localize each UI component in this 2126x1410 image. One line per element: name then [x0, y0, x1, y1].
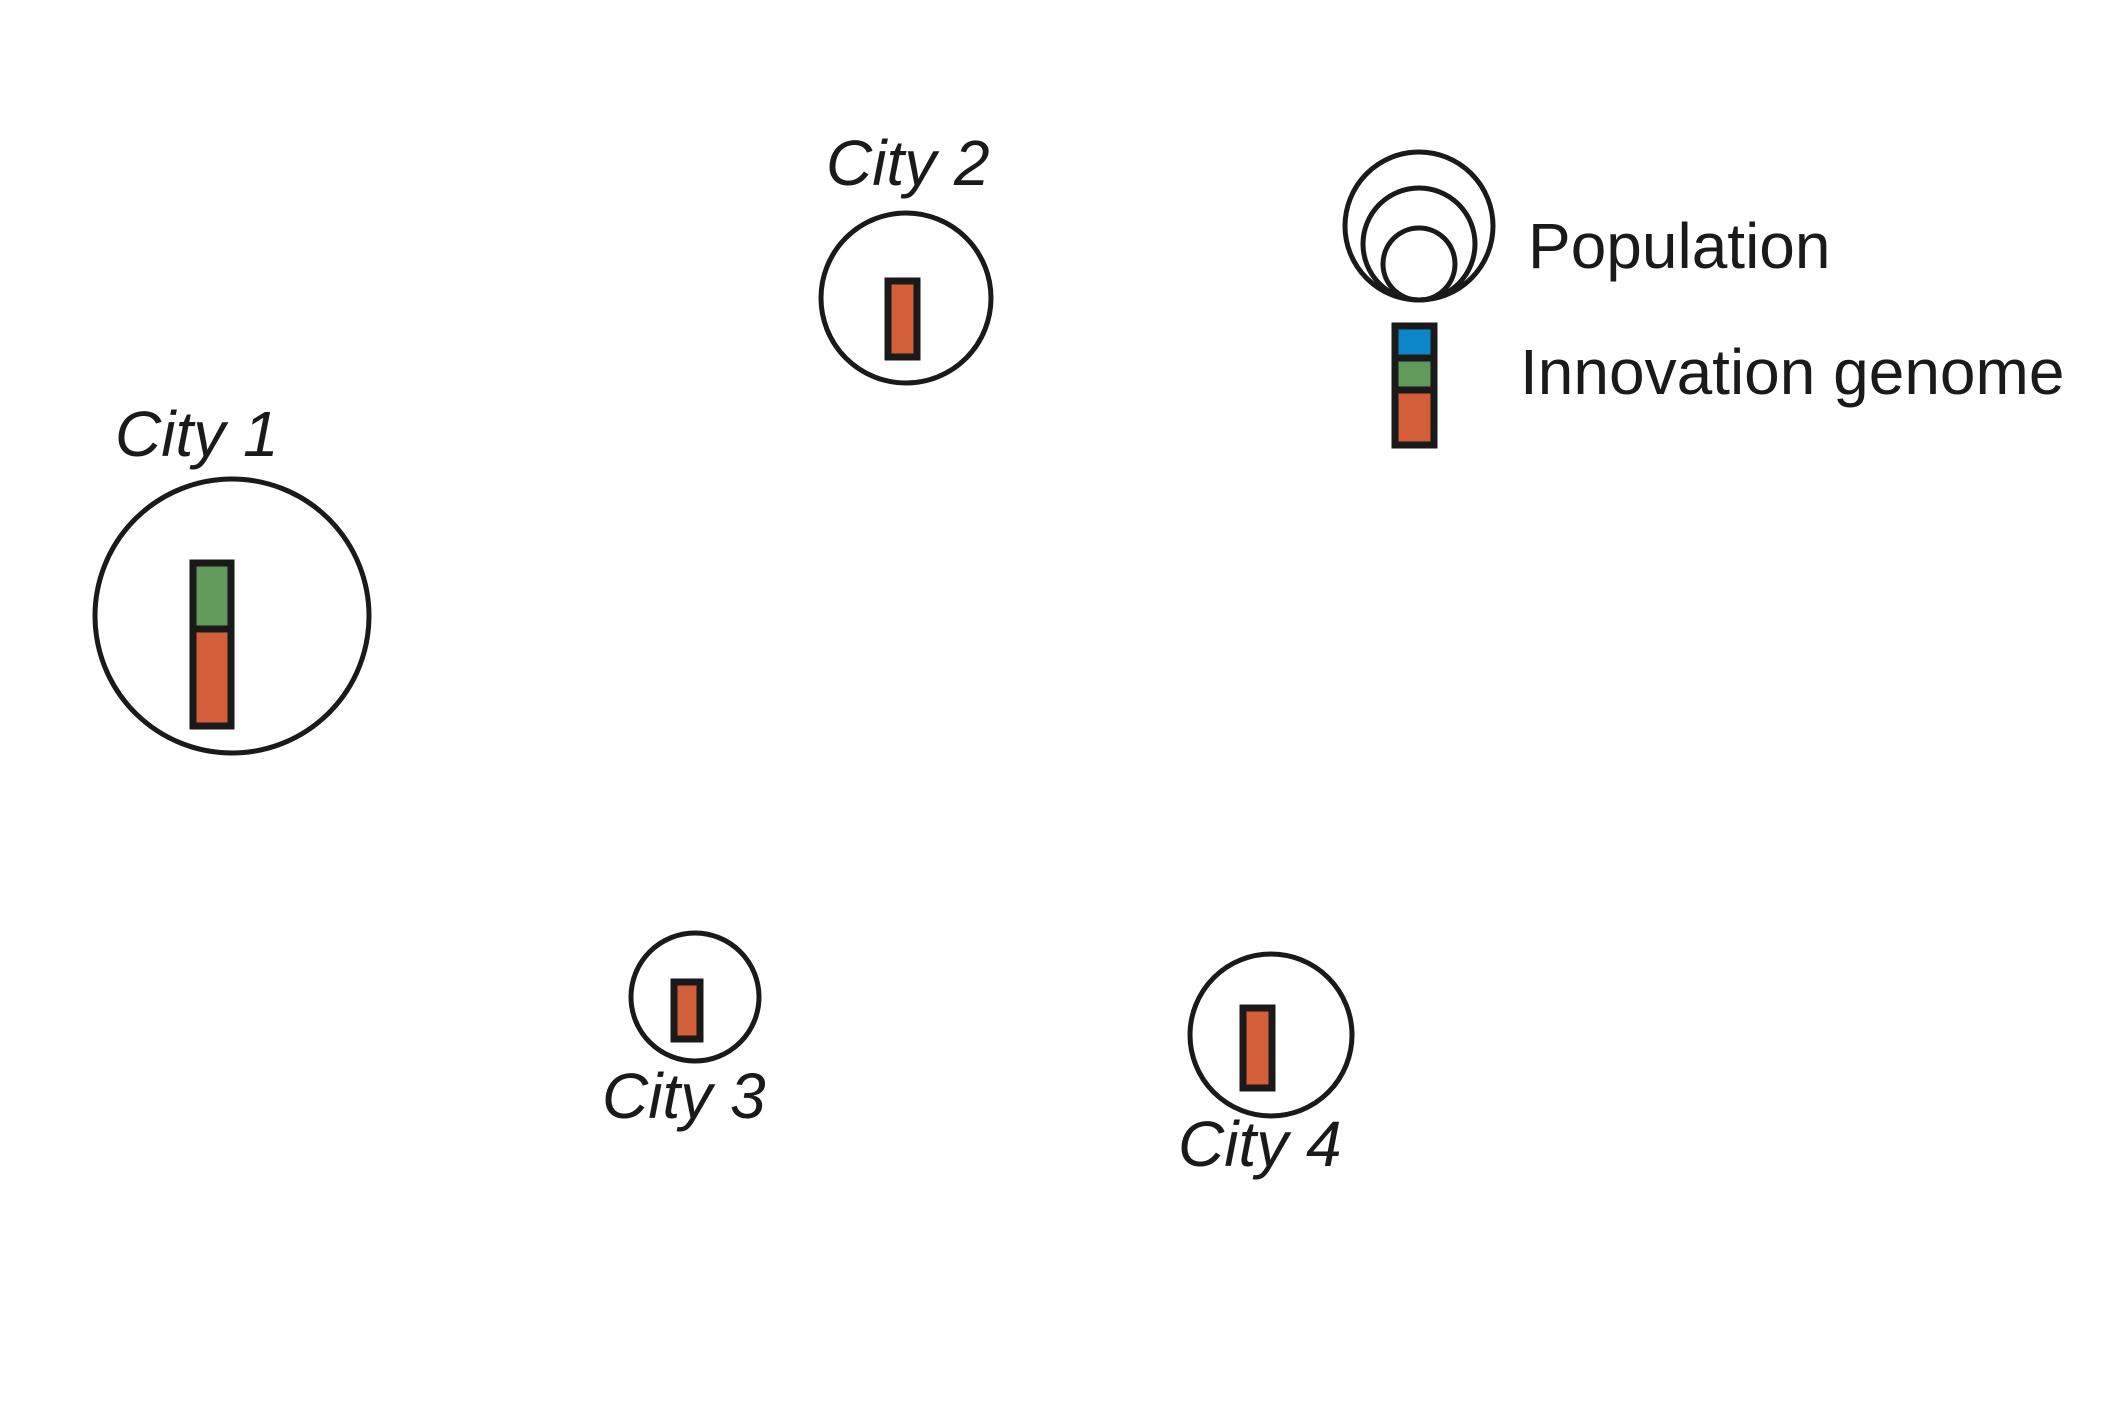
genome-legend-green-segment: [1391, 354, 1438, 394]
city-4-group: City 4: [1178, 951, 1355, 1180]
city-2-label: City 2: [826, 127, 990, 199]
city-3-genome-orange-segment: [670, 978, 704, 1043]
population-legend-circle-medium: [1360, 185, 1478, 303]
genome-legend-blue-segment: [1391, 322, 1438, 362]
city-1-genome-green-segment: [189, 559, 235, 633]
city-1-genome-orange-segment: [189, 625, 235, 730]
population-legend-icon: [1342, 149, 1496, 303]
city-4-label: City 4: [1178, 1108, 1342, 1180]
city-4-population-circle: [1187, 951, 1355, 1119]
genome-legend-orange-segment: [1391, 386, 1438, 449]
city-4-genome-orange-segment: [1239, 1004, 1276, 1092]
city-1-label: City 1: [115, 398, 279, 470]
population-legend-circle-small: [1380, 225, 1458, 303]
population-legend-label: Population: [1528, 210, 1830, 282]
city-2-genome-orange-segment: [884, 277, 921, 361]
city-3-label: City 3: [602, 1060, 766, 1132]
legend: Population Innovation genome: [1342, 149, 2064, 449]
city-3-population-circle: [628, 930, 762, 1064]
city-2-group: City 2: [818, 127, 994, 386]
city-1-population-circle: [92, 476, 372, 756]
city-1-group: City 1: [92, 398, 372, 756]
genome-legend-icon: [1391, 322, 1438, 449]
city-2-population-circle: [818, 210, 994, 386]
genome-legend-label: Innovation genome: [1520, 336, 2064, 408]
city-3-group: City 3: [602, 930, 766, 1132]
